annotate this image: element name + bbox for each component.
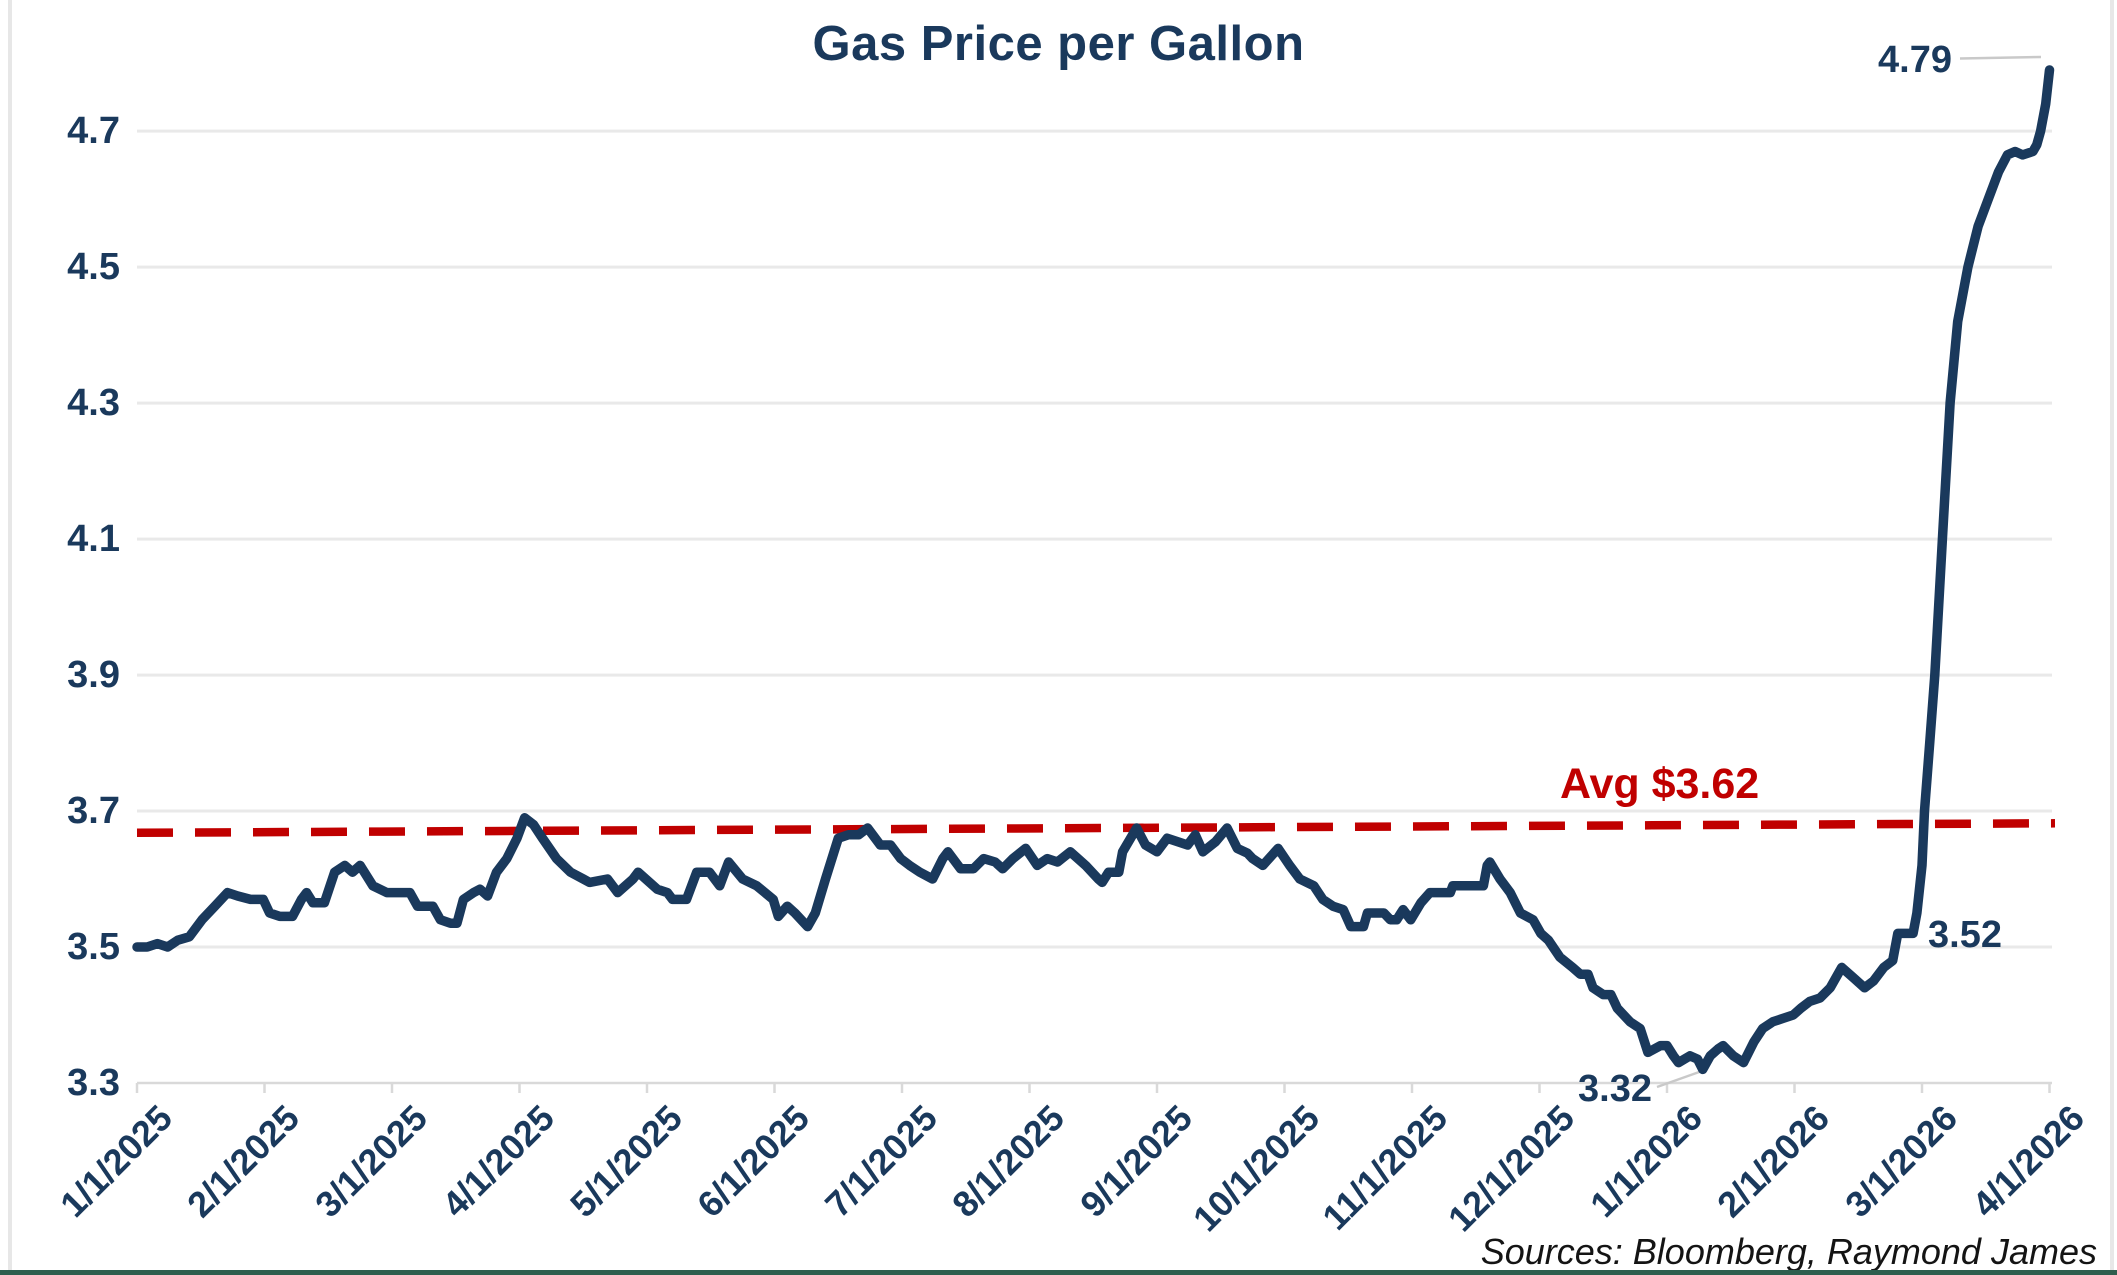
right-border bbox=[2110, 0, 2114, 1275]
callout-line bbox=[1656, 1069, 1703, 1089]
left-border bbox=[8, 0, 12, 1275]
annotation-pre-spike-value: 3.52 bbox=[1928, 914, 2002, 956]
callout-line bbox=[1959, 55, 2042, 60]
average-dashed-line bbox=[136, 819, 2056, 838]
y-tick-label: 4.5 bbox=[67, 246, 120, 288]
source-note: Sources: Bloomberg, Raymond James bbox=[1480, 1231, 2097, 1272]
average-line-label: Avg $3.62 bbox=[1560, 760, 1760, 808]
y-tick-label: 3.7 bbox=[67, 790, 120, 832]
bottom-border bbox=[0, 1270, 2117, 1275]
y-tick-label: 4.7 bbox=[67, 110, 120, 152]
y-tick-label: 4.3 bbox=[67, 382, 120, 424]
chart-title: Gas Price per Gallon bbox=[812, 17, 1305, 71]
annotation-trough-value: 3.32 bbox=[1578, 1068, 1652, 1110]
y-tick-label: 3.5 bbox=[67, 926, 120, 968]
y-tick-label: 3.3 bbox=[67, 1062, 120, 1104]
y-tick-label: 3.9 bbox=[67, 654, 120, 696]
gas-price-line bbox=[132, 65, 2055, 1075]
annotation-peak-value: 4.79 bbox=[1878, 39, 1952, 81]
y-tick-label: 4.1 bbox=[67, 518, 120, 560]
